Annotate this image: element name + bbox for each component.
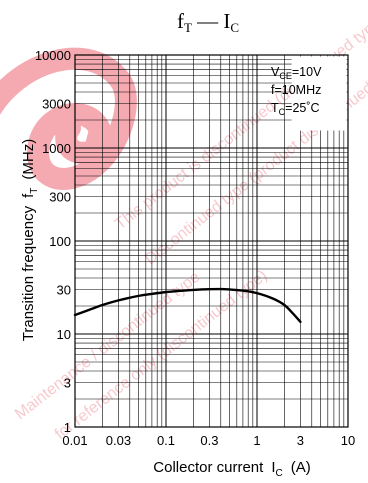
condition-tc-rest: =25˚C: [285, 101, 319, 115]
y-tick-label: 3000: [42, 97, 71, 112]
condition-vce-sub: CE: [279, 71, 292, 81]
condition-freq: f=10MHz: [271, 83, 321, 97]
grid-lines: [75, 55, 348, 427]
condition-tc-sub: C: [279, 107, 286, 117]
y-axis-label-symbol: f: [20, 193, 37, 198]
plot-frame: [74, 54, 349, 428]
x-axis-label-text: Collector current: [153, 459, 264, 476]
x-axis-label-unit: (A): [291, 459, 311, 476]
x-tick-label: 0.01: [62, 433, 87, 448]
x-axis-label-sub: C: [275, 468, 282, 479]
y-tick-label: 1000: [42, 141, 71, 156]
x-tick-label: 10: [341, 433, 355, 448]
chart-title: fT — IC: [177, 9, 239, 35]
condition-freq-main: f=10MHz: [271, 83, 321, 97]
x-tick-label: 0.3: [200, 433, 218, 448]
title-dash: —: [192, 9, 224, 33]
x-axis-label-symbol: I: [271, 459, 275, 476]
title-sub-t: T: [184, 20, 192, 35]
condition-tc: TC=25˚C: [271, 101, 320, 117]
y-tick-label: 300: [49, 190, 71, 205]
y-tick-label: 100: [49, 234, 71, 249]
y-axis-label: Transition frequency fT (MHz): [20, 139, 40, 341]
y-tick-label: 1: [64, 420, 71, 435]
x-tick-label: 3: [297, 433, 304, 448]
series-line: [73, 287, 302, 324]
condition-vce-rest: =10V: [292, 65, 322, 79]
title-symbol-f: f: [177, 9, 184, 33]
tick-labels: 0.01 0.03 0.1 0.3 1 3 10 1 3 10 30 100 300 1000 3000 10…: [35, 48, 355, 448]
y-axis-label-unit: (MHz): [20, 139, 37, 180]
y-tick-label: 10: [57, 327, 71, 342]
y-axis-label-sub: T: [29, 188, 40, 194]
condition-vce-main: V: [271, 65, 280, 79]
series-layer: [73, 287, 302, 324]
conditions-box: VCE=10V f=10MHz TC=25˚C: [271, 56, 347, 131]
x-tick-label: 0.03: [106, 433, 131, 448]
y-tick-label: 30: [57, 283, 71, 298]
conditions-background: [291, 56, 347, 131]
condition-tc-main: T: [271, 101, 279, 115]
condition-vce: VCE=10V: [271, 65, 322, 81]
y-axis-label-text: Transition frequency: [20, 205, 37, 341]
watermark-logo: [0, 47, 137, 190]
x-tick-label: 1: [253, 433, 260, 448]
y-tick-label: 10000: [35, 48, 71, 63]
x-axis-label: Collector current IC (A): [153, 459, 310, 479]
x-tick-label: 0.1: [157, 433, 175, 448]
y-tick-label: 3: [64, 376, 71, 391]
title-symbol-i: I: [223, 9, 230, 33]
title-sub-c: C: [230, 20, 239, 35]
